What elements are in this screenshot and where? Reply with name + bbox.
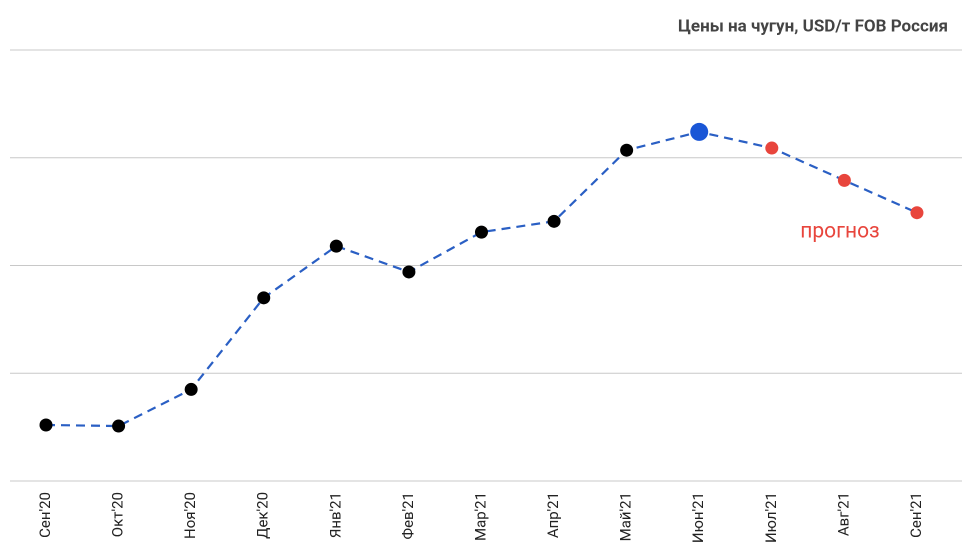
x-tick-label: Окт'20 bbox=[109, 492, 127, 537]
x-tick-label: Янв'21 bbox=[326, 492, 344, 538]
x-tick-label: Ноя'20 bbox=[181, 492, 199, 539]
data-point bbox=[257, 291, 271, 305]
x-tick-label: Апр'21 bbox=[544, 492, 562, 538]
annotation: прогноз bbox=[800, 220, 879, 244]
data-point bbox=[910, 206, 924, 220]
x-tick-label: Июл'21 bbox=[762, 492, 780, 543]
x-tick-label: Дек'20 bbox=[254, 492, 272, 539]
data-point bbox=[39, 418, 53, 432]
data-point bbox=[184, 382, 198, 396]
data-point bbox=[690, 122, 709, 141]
series-line bbox=[45, 130, 918, 428]
x-tick-label: Сен'21 bbox=[907, 492, 925, 538]
data-point bbox=[765, 141, 779, 155]
x-tick-label: Фев'21 bbox=[399, 492, 417, 540]
data-point bbox=[620, 143, 634, 157]
x-tick-label: Сен'20 bbox=[36, 492, 54, 538]
data-point bbox=[329, 239, 343, 253]
data-point bbox=[547, 214, 561, 228]
data-point bbox=[474, 225, 488, 239]
chart-title: Цены на чугун, USD/т FOB Россия bbox=[678, 16, 948, 36]
x-tick-label: Авг'21 bbox=[834, 492, 852, 536]
x-tick-label: Июн'21 bbox=[689, 492, 707, 543]
data-point bbox=[837, 173, 851, 187]
x-tick-label: Май'21 bbox=[617, 492, 635, 541]
x-tick-label: Мар'21 bbox=[471, 492, 489, 541]
data-point bbox=[402, 265, 416, 279]
data-point bbox=[112, 419, 126, 433]
